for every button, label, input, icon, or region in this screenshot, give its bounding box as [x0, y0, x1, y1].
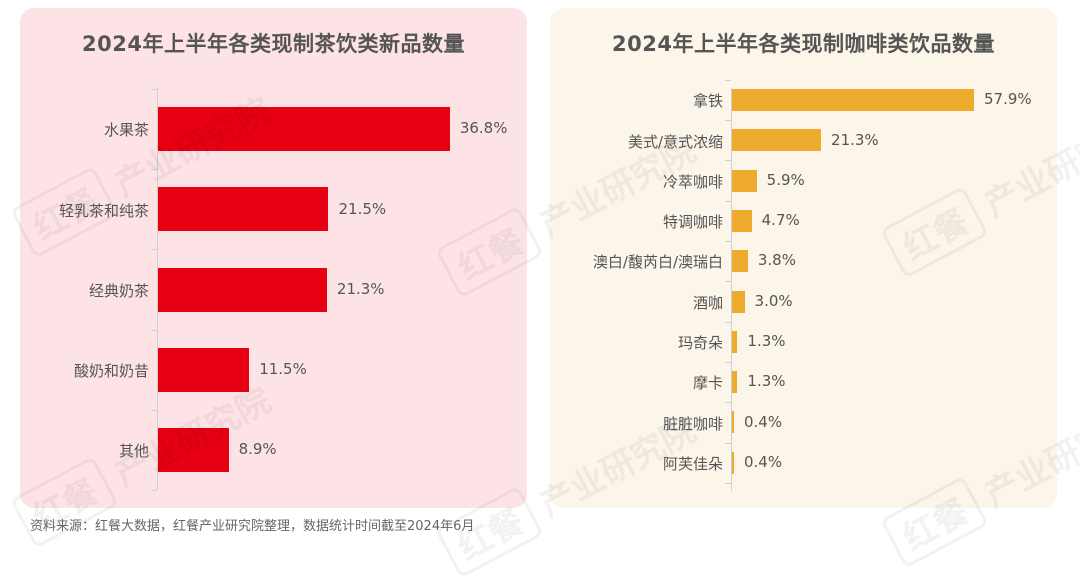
- axis-tick: [725, 281, 731, 283]
- value-label: 8.9%: [238, 440, 277, 459]
- value-label: 0.4%: [744, 452, 783, 471]
- axis-tick: [151, 329, 157, 331]
- category-label: 阿芙佳朵: [662, 454, 723, 473]
- bar: [732, 290, 745, 313]
- axis-tick: [151, 169, 157, 171]
- value-label: 5.9%: [766, 170, 805, 189]
- coffee-chart-title: 2024年上半年各类现制咖啡类饮品数量: [612, 32, 995, 56]
- axis-tick: [725, 120, 731, 122]
- bar: [732, 169, 757, 192]
- category-label: 酒咖: [692, 293, 723, 312]
- value-label: 4.7%: [761, 211, 800, 230]
- tea-chart-panel: 2024年上半年各类现制茶饮类新品数量 水果茶 36.8% 轻乳茶和纯茶 21.5% 经…: [20, 8, 527, 508]
- category-label: 摩卡: [692, 374, 723, 393]
- axis-tick: [151, 249, 157, 251]
- axis-tick: [725, 200, 731, 202]
- category-label: 拿铁: [692, 92, 723, 111]
- value-label: 57.9%: [984, 90, 1032, 109]
- axis-tick: [151, 88, 157, 90]
- category-label: 冷萃咖啡: [662, 172, 723, 191]
- bar: [158, 347, 250, 392]
- category-label: 酸奶和奶昔: [73, 362, 149, 381]
- bar: [732, 451, 734, 474]
- bar: [732, 209, 752, 232]
- value-label: 3.8%: [757, 251, 796, 270]
- value-label: 21.3%: [831, 130, 879, 149]
- value-label: 0.4%: [744, 412, 783, 431]
- category-label: 水果茶: [103, 121, 149, 140]
- axis-tick: [151, 410, 157, 412]
- category-label: 脏脏咖啡: [662, 414, 723, 433]
- bar: [732, 89, 975, 111]
- tea-chart-title: 2024年上半年各类现制茶饮类新品数量: [82, 32, 465, 56]
- source-footnote: 资料来源：红餐大数据，红餐产业研究院整理，数据统计时间截至2024年6月: [30, 519, 475, 534]
- value-label: 21.5%: [338, 199, 387, 218]
- axis-tick: [725, 160, 731, 162]
- axis-tick: [725, 321, 731, 323]
- bar: [732, 250, 748, 273]
- bar: [158, 267, 327, 312]
- category-label: 玛奇朵: [677, 334, 723, 353]
- axis-tick: [725, 482, 731, 484]
- value-label: 3.0%: [754, 291, 793, 310]
- category-label: 澳白/馥芮白/澳瑞白: [592, 253, 723, 272]
- bar: [732, 330, 738, 353]
- bar: [158, 187, 329, 232]
- bar: [158, 428, 229, 473]
- coffee-y-axis: [731, 88, 732, 491]
- category-label: 特调咖啡: [662, 213, 723, 232]
- axis-tick: [725, 361, 731, 363]
- coffee-chart-panel: 2024年上半年各类现制咖啡类饮品数量 拿铁 57.9% 美式/意式浓缩 21.3% 冷…: [550, 8, 1057, 508]
- axis-tick: [725, 79, 731, 81]
- tea-y-axis: [157, 88, 158, 490]
- value-label: 1.3%: [747, 332, 786, 351]
- axis-tick: [725, 241, 731, 243]
- value-label: 11.5%: [259, 360, 307, 379]
- bar: [732, 411, 734, 434]
- bar: [732, 371, 738, 394]
- value-label: 1.3%: [747, 372, 786, 391]
- category-label: 美式/意式浓缩: [627, 132, 723, 151]
- axis-tick: [151, 490, 157, 492]
- category-label: 其他: [118, 442, 149, 461]
- axis-tick: [725, 402, 731, 404]
- value-label: 21.3%: [336, 279, 385, 298]
- value-label: 36.8%: [459, 119, 508, 138]
- axis-tick: [725, 442, 731, 444]
- bar: [732, 129, 822, 152]
- category-label: 经典奶茶: [88, 281, 149, 300]
- category-label: 轻乳茶和纯茶: [58, 201, 149, 220]
- bar: [158, 107, 450, 151]
